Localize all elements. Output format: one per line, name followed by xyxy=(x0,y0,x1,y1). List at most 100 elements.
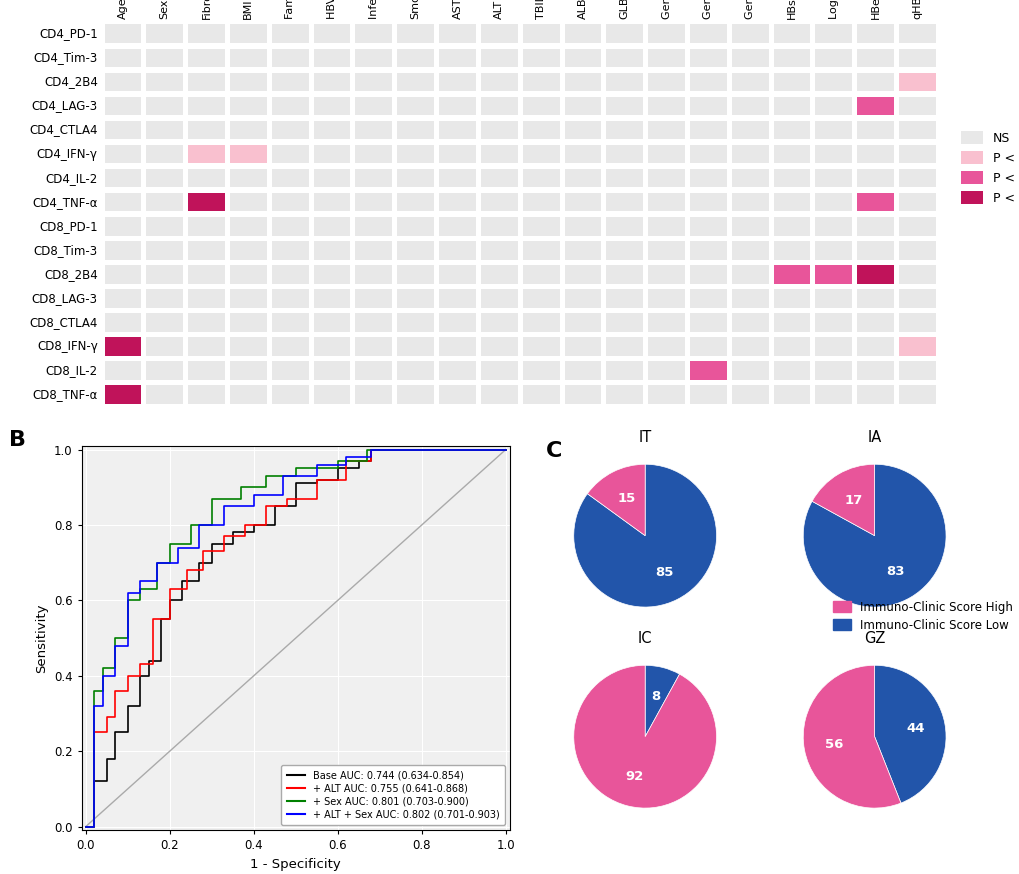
Bar xyxy=(647,24,685,43)
Bar xyxy=(355,193,392,212)
Bar xyxy=(271,217,309,235)
Bar xyxy=(689,193,727,212)
Bar xyxy=(271,289,309,308)
Bar xyxy=(187,73,225,91)
Bar xyxy=(856,73,894,91)
Bar xyxy=(522,217,559,235)
Bar xyxy=(313,49,351,67)
Bar xyxy=(731,169,768,187)
Bar xyxy=(689,337,727,356)
Bar xyxy=(104,49,142,67)
Bar xyxy=(187,193,225,212)
Bar xyxy=(480,313,518,331)
Bar xyxy=(647,385,685,404)
Bar xyxy=(731,241,768,260)
Bar xyxy=(814,24,852,43)
Legend: Base AUC: 0.744 (0.634-0.854), + ALT AUC: 0.755 (0.641-0.868), + Sex AUC: 0.801 : Base AUC: 0.744 (0.634-0.854), + ALT AUC… xyxy=(281,765,504,825)
Bar xyxy=(146,24,183,43)
Bar xyxy=(522,73,559,91)
Bar xyxy=(480,289,518,308)
Bar xyxy=(438,24,476,43)
Bar xyxy=(647,241,685,260)
Bar xyxy=(772,337,810,356)
Bar xyxy=(689,385,727,404)
Text: 15: 15 xyxy=(616,492,635,505)
Bar xyxy=(605,145,643,163)
Bar xyxy=(605,193,643,212)
Bar xyxy=(355,49,392,67)
Bar xyxy=(814,361,852,379)
Bar xyxy=(814,241,852,260)
Bar xyxy=(313,193,351,212)
Bar xyxy=(856,169,894,187)
Bar xyxy=(856,121,894,139)
Bar xyxy=(856,49,894,67)
Bar xyxy=(772,265,810,283)
Bar xyxy=(480,49,518,67)
Bar xyxy=(898,265,935,283)
Bar xyxy=(438,169,476,187)
Bar xyxy=(814,49,852,67)
Bar xyxy=(856,97,894,115)
Bar xyxy=(772,361,810,379)
Bar xyxy=(731,193,768,212)
Bar xyxy=(647,289,685,308)
Bar xyxy=(355,97,392,115)
Bar xyxy=(313,289,351,308)
Bar xyxy=(605,121,643,139)
Bar xyxy=(731,265,768,283)
Bar xyxy=(187,145,225,163)
Bar xyxy=(187,289,225,308)
Bar xyxy=(271,24,309,43)
Bar xyxy=(731,145,768,163)
Bar xyxy=(522,289,559,308)
Bar xyxy=(355,24,392,43)
Bar xyxy=(313,385,351,404)
Bar xyxy=(856,337,894,356)
Bar xyxy=(480,145,518,163)
Bar xyxy=(772,217,810,235)
Title: IT: IT xyxy=(638,430,651,445)
Bar xyxy=(605,217,643,235)
Bar xyxy=(187,217,225,235)
Bar xyxy=(898,313,935,331)
Bar xyxy=(647,73,685,91)
Bar xyxy=(647,169,685,187)
Bar xyxy=(271,193,309,212)
Bar xyxy=(438,121,476,139)
Text: 56: 56 xyxy=(824,738,843,751)
Bar xyxy=(731,385,768,404)
Bar xyxy=(605,361,643,379)
Bar xyxy=(396,361,434,379)
Bar xyxy=(647,145,685,163)
Text: 44: 44 xyxy=(905,723,923,735)
Bar xyxy=(438,361,476,379)
Bar xyxy=(689,121,727,139)
Bar xyxy=(480,73,518,91)
Bar xyxy=(229,193,267,212)
Bar xyxy=(564,337,601,356)
Bar xyxy=(313,337,351,356)
Wedge shape xyxy=(803,665,900,808)
Bar xyxy=(814,313,852,331)
Bar xyxy=(898,49,935,67)
Bar xyxy=(564,241,601,260)
Bar xyxy=(814,289,852,308)
Bar xyxy=(814,385,852,404)
Bar xyxy=(689,169,727,187)
Bar xyxy=(438,49,476,67)
Bar xyxy=(396,241,434,260)
Bar xyxy=(731,361,768,379)
Bar xyxy=(355,289,392,308)
Legend: Immuno-Clinic Score High, Immuno-Clinic Score Low: Immuno-Clinic Score High, Immuno-Clinic … xyxy=(826,595,1018,637)
Bar xyxy=(229,313,267,331)
Wedge shape xyxy=(811,464,874,536)
Title: IC: IC xyxy=(637,631,652,646)
Bar xyxy=(480,241,518,260)
Bar xyxy=(731,24,768,43)
Bar xyxy=(522,145,559,163)
Bar xyxy=(146,313,183,331)
Bar xyxy=(564,217,601,235)
Bar xyxy=(313,24,351,43)
Bar xyxy=(480,193,518,212)
